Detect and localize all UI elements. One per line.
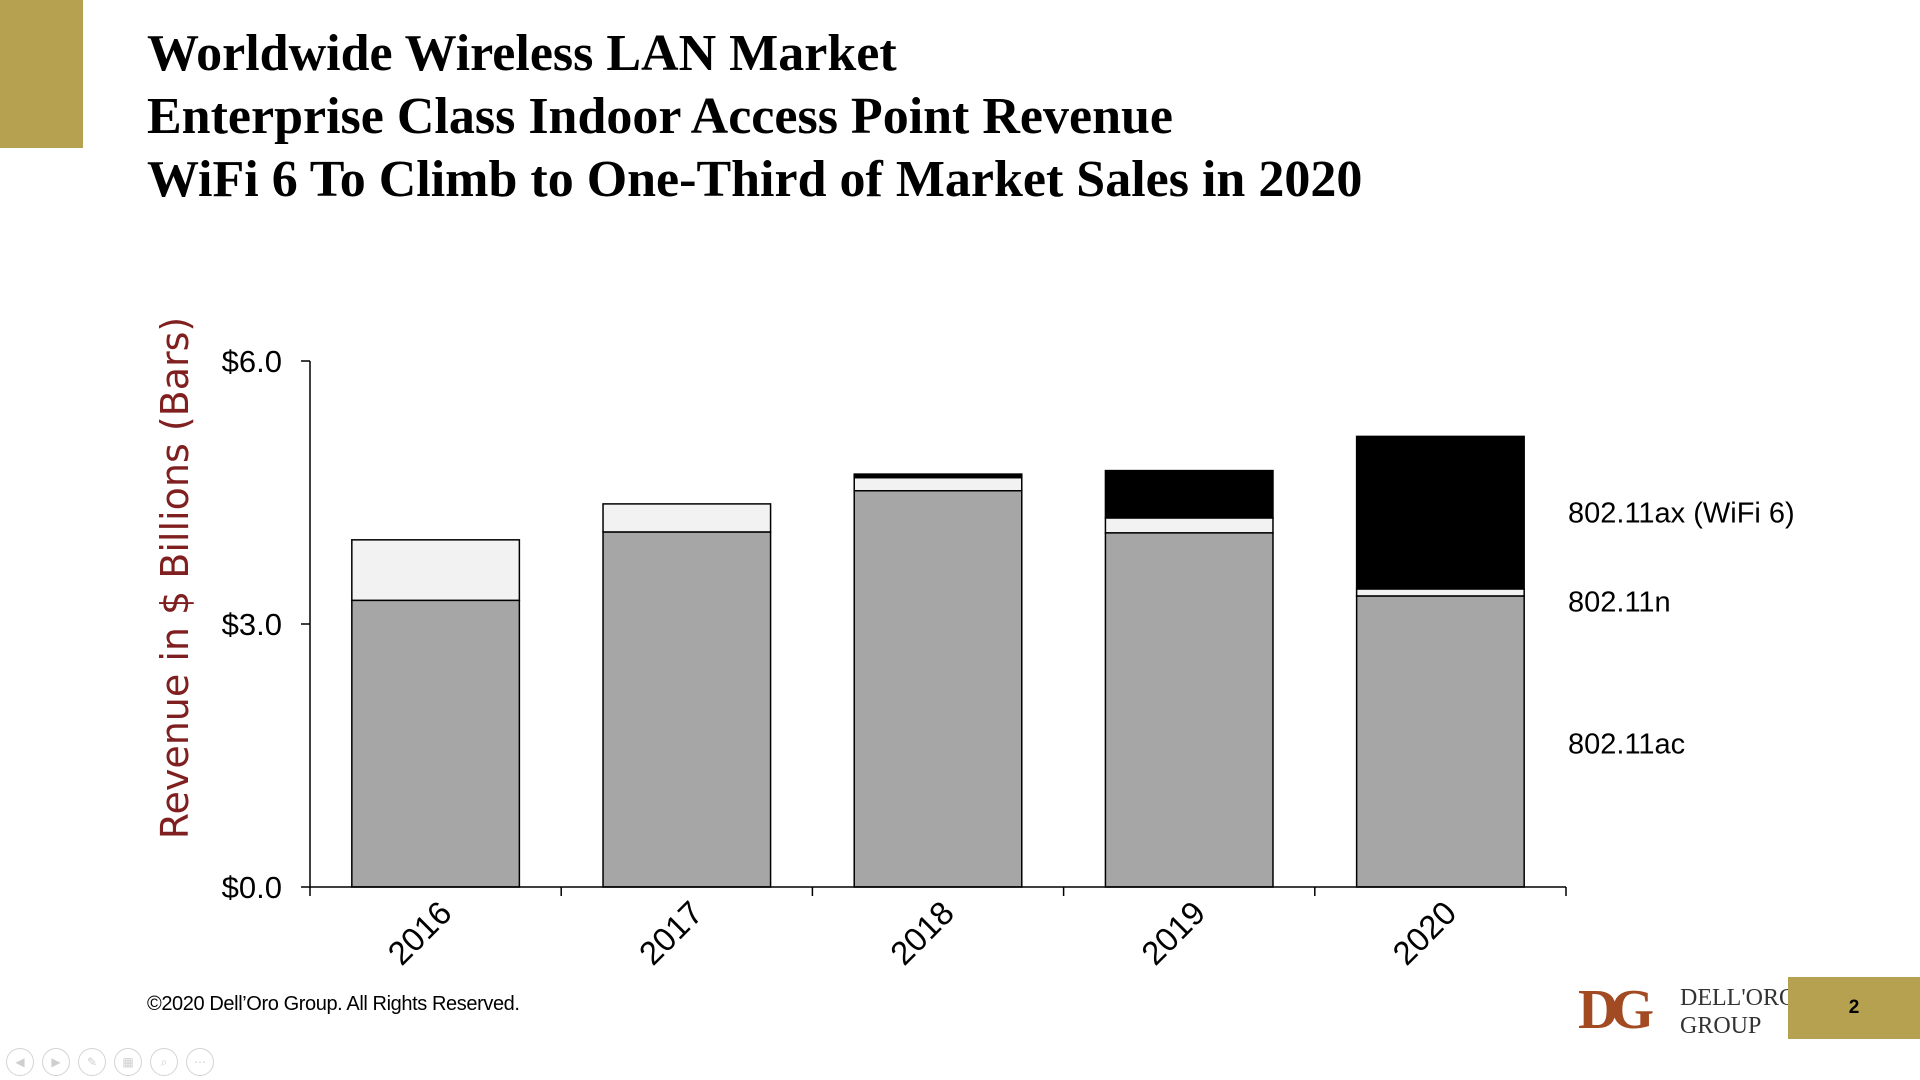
page-number: 2 (1848, 997, 1860, 1018)
x-tick-label: 2018 (883, 894, 961, 972)
x-tick-label: 2020 (1385, 894, 1463, 972)
bar-segment-2019-series-2 (1104, 469, 1274, 519)
logo-word-1: DELL'ORO (1680, 985, 1797, 1011)
legend-label-series-2: 802.11ax (WiFi 6) (1568, 498, 1795, 530)
y-axis-title: Revenue in $ Billions (Bars) (153, 317, 197, 839)
bar-segment-2019-series-1 (1104, 517, 1274, 534)
y-tick-label: $0.0 (222, 870, 282, 905)
more-options-icon[interactable]: ⋯ (186, 1048, 214, 1076)
x-tick-label: 2017 (632, 894, 710, 972)
presentation-controls[interactable]: ◀ ▶ ✎ ▦ ⌕ ⋯ (6, 1048, 214, 1076)
bar-segment-2017-series-0 (602, 531, 772, 888)
bar-segment-2018-series-0 (853, 489, 1023, 888)
page-number-box: 2 (1788, 977, 1920, 1039)
slides-grid-icon[interactable]: ▦ (114, 1048, 142, 1076)
logo-wordmark: DELL'ORO GROUP (1680, 984, 1796, 1040)
logo-mark: DG (1578, 979, 1654, 1041)
dell-oro-logo: DG DELL'ORO GROUP (1578, 979, 1796, 1041)
bar-segment-2017-series-1 (602, 503, 772, 533)
bars-layer (351, 435, 1525, 888)
bar-segment-2018-series-1 (853, 476, 1023, 492)
x-tick-label: 2019 (1134, 894, 1212, 972)
logo-word-2: GROUP (1680, 1013, 1762, 1039)
bar-segment-2020-series-0 (1355, 595, 1525, 888)
next-slide-icon[interactable]: ▶ (42, 1048, 70, 1076)
bar-segment-2016-series-1 (351, 539, 521, 602)
corner-accent-block (0, 0, 83, 148)
y-tick-label: $3.0 (222, 607, 282, 642)
bar-segment-2016-series-0 (351, 599, 521, 888)
bar-segment-2020-series-2 (1355, 435, 1525, 590)
copyright-notice: ©2020 Dell’Oro Group. All Rights Reserve… (147, 993, 520, 1015)
zoom-icon[interactable]: ⌕ (150, 1048, 178, 1076)
title-line-3: WiFi 6 To Climb to One-Third of Market S… (147, 151, 1363, 208)
bar-segment-2019-series-0 (1104, 532, 1274, 888)
legend-label-series-0: 802.11ac (1568, 728, 1685, 760)
title-line-2: Enterprise Class Indoor Access Point Rev… (147, 88, 1174, 145)
pen-icon[interactable]: ✎ (78, 1048, 106, 1076)
bar-segment-2018-series-2 (853, 473, 1023, 479)
x-tick-label: 2016 (380, 894, 458, 972)
legend-label-series-1: 802.11n (1568, 586, 1671, 618)
y-tick-label: $6.0 (222, 344, 282, 379)
bar-segment-2020-series-1 (1355, 588, 1525, 597)
previous-slide-icon[interactable]: ◀ (6, 1048, 34, 1076)
title-line-1: Worldwide Wireless LAN Market (147, 25, 897, 82)
axes-layer (301, 360, 1567, 896)
slide-title: Worldwide Wireless LAN Market Enterprise… (147, 22, 1362, 211)
